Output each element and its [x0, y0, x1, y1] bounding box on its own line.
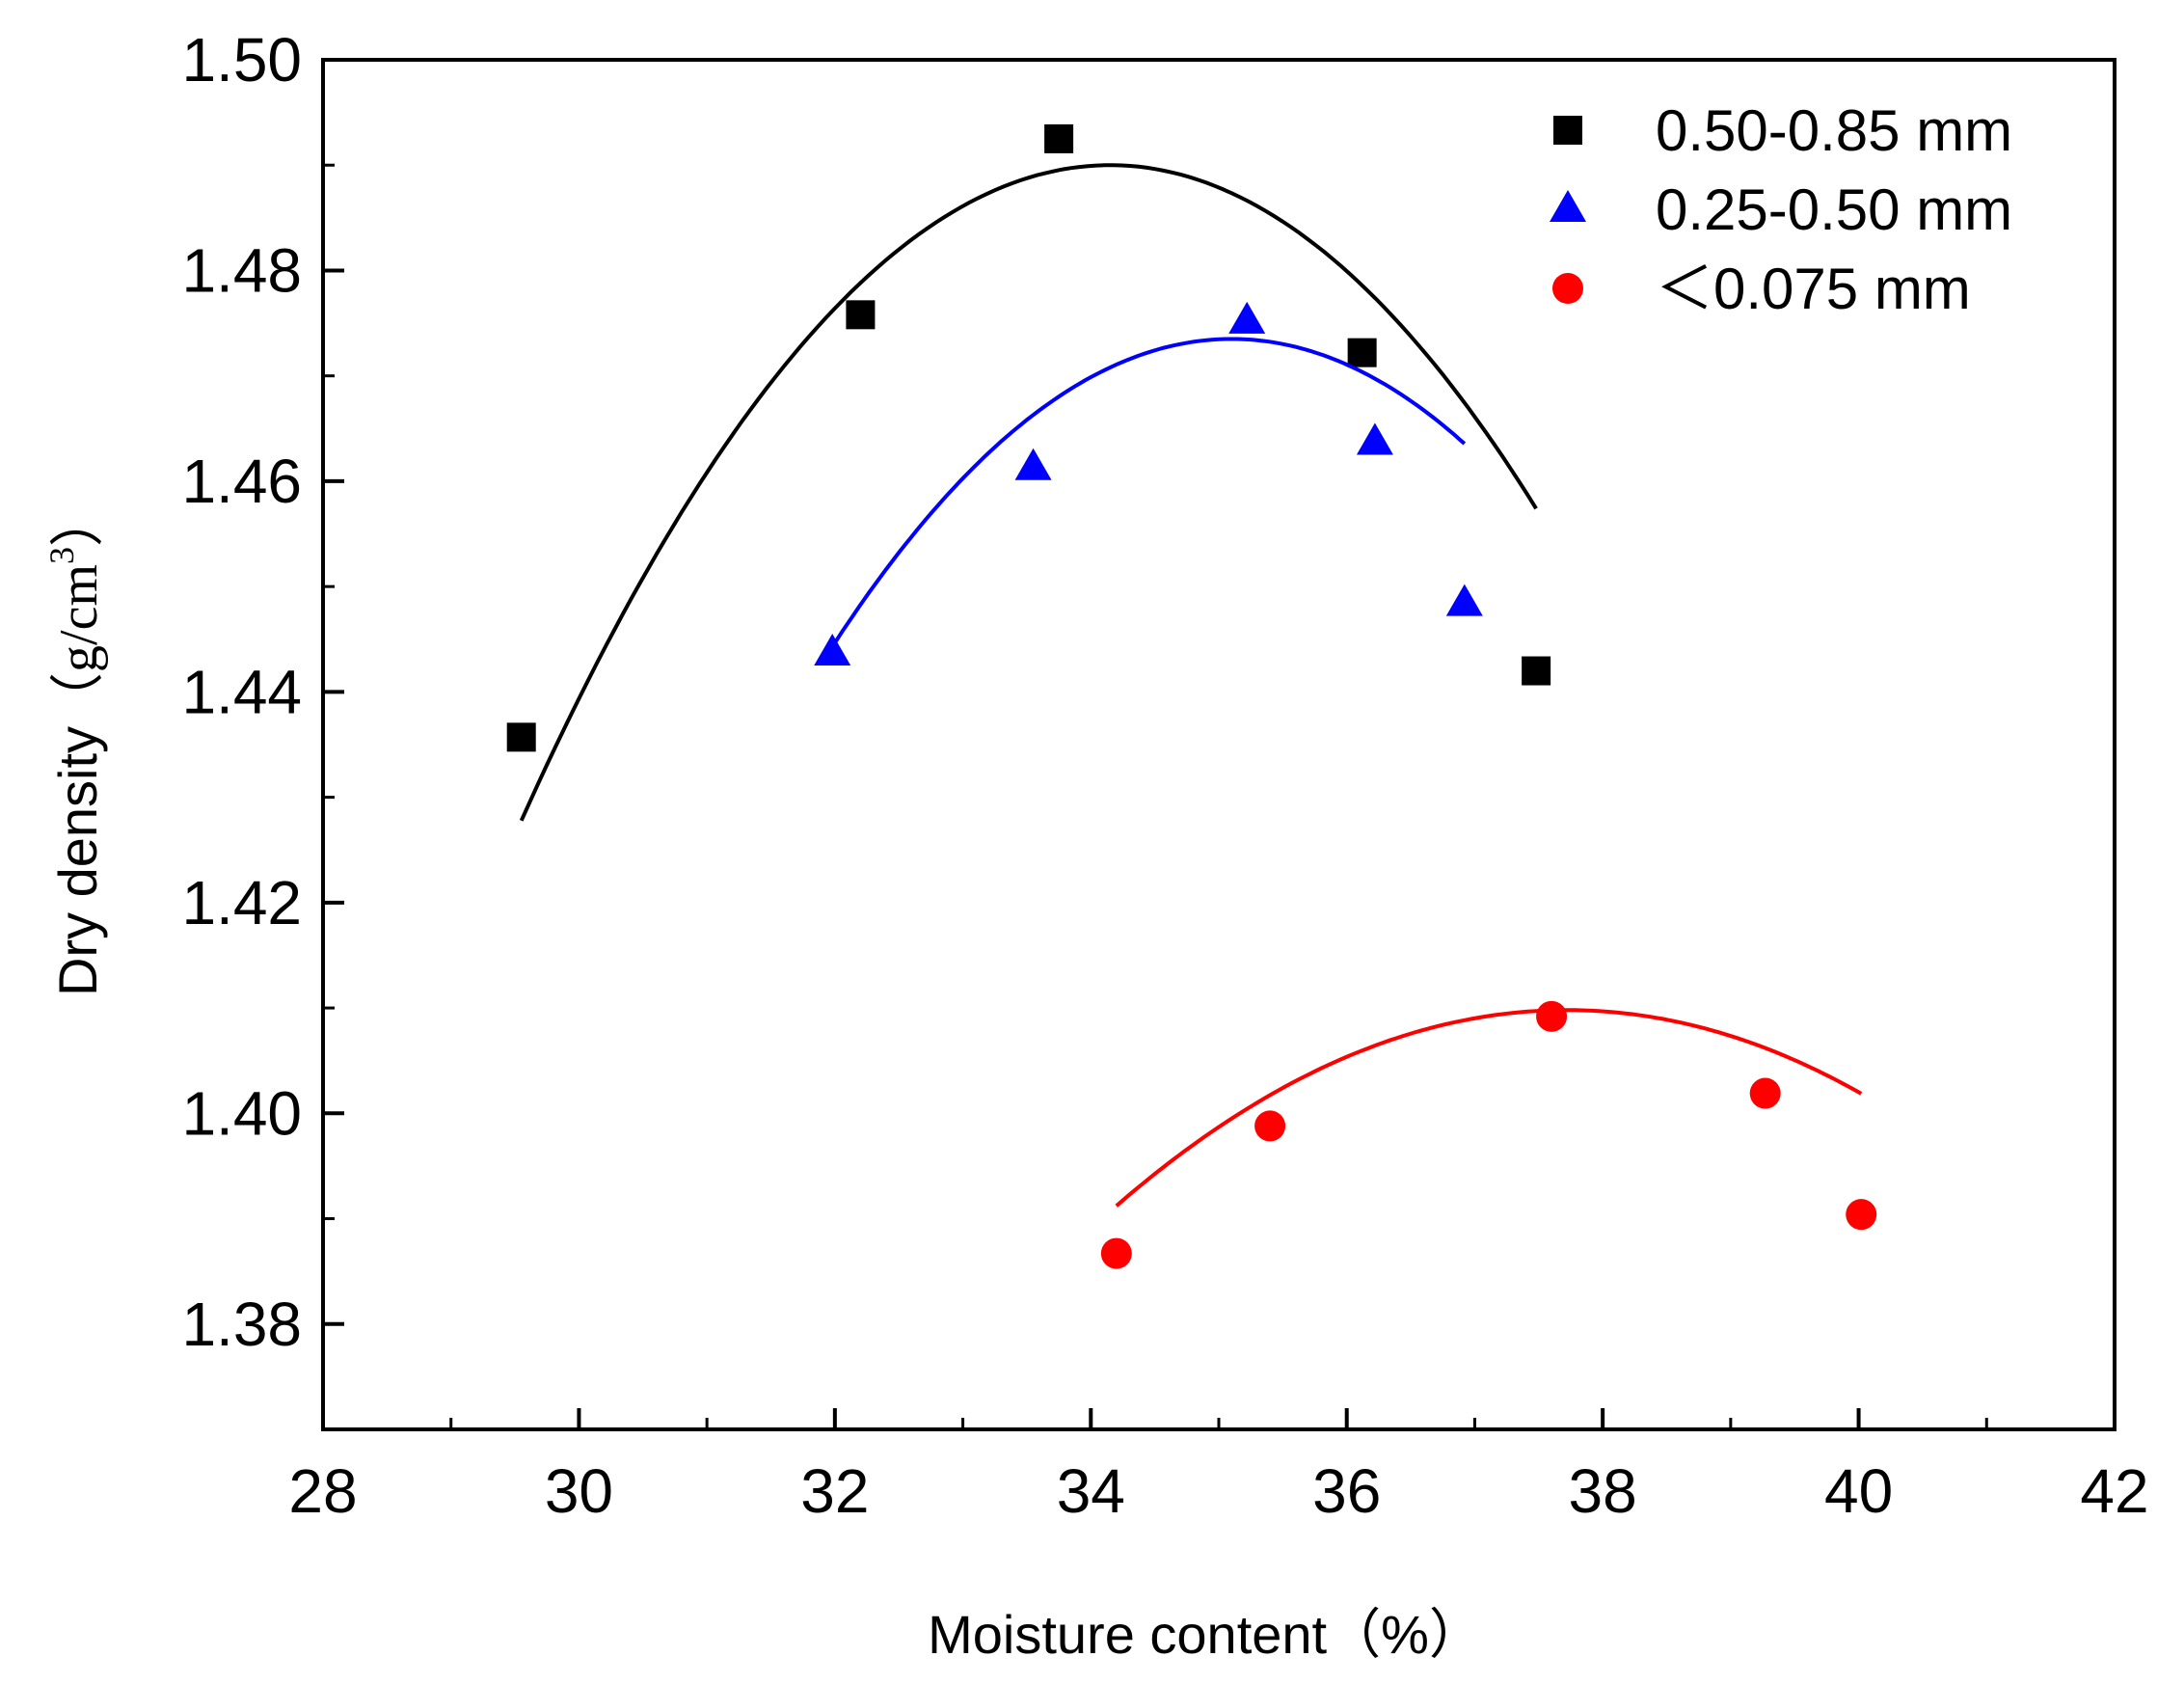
- x-tick-label: 42: [2080, 1456, 2148, 1526]
- y-axis-title-open: （: [49, 672, 109, 726]
- data-point: [1100, 1237, 1132, 1269]
- x-tick-label: 32: [800, 1456, 869, 1526]
- y-tick-label: 1.38: [181, 1290, 302, 1359]
- data-point: [846, 300, 876, 330]
- x-axis-ticks: 28 30 32 34 36 38 40 42: [288, 1408, 2149, 1526]
- y-tick-label: 1.44: [181, 657, 302, 726]
- data-point: [1846, 1199, 1877, 1231]
- data-point: [1445, 584, 1483, 616]
- legend-label: 0.50-0.85 mm: [1656, 98, 2012, 163]
- data-point: [1749, 1077, 1781, 1109]
- series-2: [814, 301, 1483, 665]
- data-point: [1254, 1110, 1286, 1142]
- x-tick-label: 36: [1312, 1456, 1381, 1526]
- y-axis-title: Dry density（g/cm3）: [42, 493, 109, 996]
- series-layer: [506, 123, 1877, 1269]
- data-point: [1044, 123, 1074, 153]
- x-tick-label: 30: [545, 1456, 613, 1526]
- x-axis-title: Moisture content（%）: [928, 1604, 1483, 1665]
- x-tick-label: 34: [1057, 1456, 1125, 1526]
- data-point: [1347, 338, 1377, 367]
- data-point: [1228, 301, 1266, 334]
- legend-label: ＜0.075 mm: [1656, 257, 1971, 321]
- y-axis-title-text: Dry density: [47, 726, 108, 996]
- legend-label: 0.25-0.50 mm: [1656, 177, 2012, 242]
- y-tick-label: 1.50: [181, 25, 302, 95]
- x-tick-label: 40: [1824, 1456, 1893, 1526]
- legend: 0.50-0.85 mm 0.25-0.50 mm ＜0.075 mm: [1550, 98, 2012, 321]
- data-point: [1014, 448, 1052, 480]
- legend-marker: [1552, 273, 1583, 304]
- y-tick-label: 1.46: [181, 447, 302, 516]
- y-tick-label: 1.42: [181, 868, 302, 937]
- y-axis-ticks: 1.38 1.40 1.42 1.44 1.46 1.48 1.50: [181, 25, 344, 1431]
- legend-marker: [1550, 190, 1586, 222]
- fit-curve-line: [519, 163, 1538, 822]
- series-1: [506, 123, 1551, 822]
- y-tick-label: 1.40: [181, 1078, 302, 1148]
- y-axis-title-close: ）: [49, 493, 109, 547]
- data-point: [506, 722, 536, 752]
- data-point: [814, 633, 851, 665]
- data-point: [1536, 1000, 1568, 1032]
- y-axis-title-unit: g/cm: [49, 564, 109, 672]
- y-tick-label: 1.48: [181, 235, 302, 305]
- x-tick-label: 38: [1569, 1456, 1637, 1526]
- x-tick-label: 28: [288, 1456, 357, 1526]
- y-axis-title-unit-sup: 3: [42, 547, 81, 564]
- data-point: [1522, 656, 1551, 686]
- legend-marker: [1553, 116, 1582, 145]
- series-3: [1100, 1000, 1877, 1269]
- fit-curve-line: [830, 337, 1467, 648]
- data-point: [1356, 422, 1393, 455]
- fit-curve-line: [1115, 1008, 1863, 1208]
